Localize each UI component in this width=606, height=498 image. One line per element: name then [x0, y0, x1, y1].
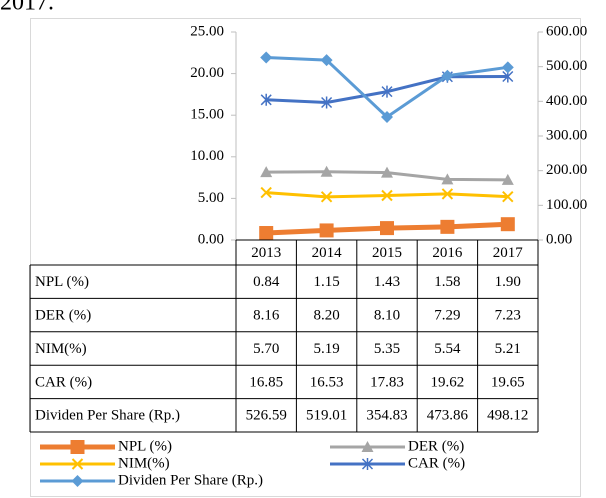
table-cell: 16.53: [310, 374, 344, 390]
legend-item: Dividen Per Share (Rp.): [40, 472, 263, 488]
y2-tick-label: 400.00: [546, 93, 587, 109]
table-cell: 526.59: [246, 408, 287, 424]
marker: [381, 85, 393, 98]
table-cell: 498.12: [487, 408, 528, 424]
marker: [381, 189, 393, 202]
marker: [361, 441, 374, 452]
marker: [381, 166, 393, 178]
marker: [321, 96, 333, 109]
table-cell: 0.84: [253, 274, 280, 290]
marker: [260, 51, 273, 64]
y2-tick-label: 100.00: [546, 197, 587, 213]
marker: [71, 458, 84, 470]
marker: [380, 221, 394, 236]
x-tick-label: 2015: [372, 245, 402, 261]
marker: [441, 173, 454, 185]
x-tick-label: 2017: [493, 245, 524, 261]
caption-fragment: 2017.: [0, 0, 54, 16]
table-cell: 473.86: [427, 408, 469, 424]
table-cell: 8.16: [253, 308, 280, 324]
table-cell: 354.83: [366, 408, 407, 424]
y2-tick-label: 600.00: [546, 23, 587, 39]
legend-label: DER (%): [408, 438, 464, 454]
legend-item: DER (%): [330, 438, 464, 454]
table-cell: 1.58: [434, 274, 460, 290]
legend-item: CAR (%): [330, 455, 465, 471]
marker: [361, 458, 374, 470]
legend-item: NIM(%): [40, 455, 170, 471]
y-tick-label: 15.00: [190, 107, 224, 123]
y2-tick-label: 0.00: [546, 231, 572, 247]
marker: [259, 226, 274, 241]
table-cell: 8.10: [374, 308, 400, 324]
marker: [501, 61, 514, 74]
marker: [320, 191, 333, 203]
marker: [260, 93, 272, 106]
table-cell: 8.20: [313, 308, 339, 324]
marker: [440, 219, 455, 234]
legend-label: CAR (%): [408, 455, 465, 471]
legend-label: Dividen Per Share (Rp.): [118, 472, 263, 488]
legend-item: NPL (%): [40, 438, 172, 454]
marker: [381, 110, 393, 123]
y2-tick-label: 300.00: [546, 127, 587, 143]
table-row-header: Dividen Per Share (Rp.): [35, 408, 180, 424]
table-cell: 1.15: [313, 274, 339, 290]
y2-tick-label: 200.00: [546, 162, 587, 178]
legend-label: NIM(%): [118, 455, 170, 471]
table-cell: 17.83: [370, 374, 404, 390]
table-row-header: DER (%): [35, 308, 91, 324]
table-row-header: CAR (%): [35, 374, 92, 390]
marker: [500, 217, 515, 232]
x-tick-label: 2013: [251, 245, 281, 261]
table-cell: 19.62: [431, 374, 465, 390]
marker: [319, 223, 334, 238]
table-cell: 1.43: [374, 274, 400, 290]
y2-tick-label: 500.00: [546, 58, 587, 74]
y-tick-label: 5.00: [198, 190, 224, 206]
table-cell: 519.01: [306, 408, 347, 424]
table-cell: 1.90: [495, 274, 521, 290]
marker: [320, 54, 333, 67]
table-cell: 7.23: [495, 308, 521, 324]
marker: [70, 440, 85, 454]
table-row-header: NIM(%): [35, 341, 87, 357]
marker: [260, 186, 272, 199]
table-cell: 5.21: [495, 341, 521, 357]
x-tick-label: 2016: [432, 245, 463, 261]
table-cell: 7.29: [434, 308, 460, 324]
y-tick-label: 20.00: [190, 65, 224, 81]
table-cell: 5.54: [434, 341, 461, 357]
legend-label: NPL (%): [118, 438, 172, 454]
table-cell: 5.19: [313, 341, 339, 357]
x-tick-label: 2014: [312, 245, 343, 261]
marker: [320, 165, 333, 177]
marker: [71, 475, 84, 487]
marker: [260, 166, 273, 178]
chart-border: [30, 18, 581, 497]
table-cell: 5.70: [253, 341, 279, 357]
y-tick-label: 10.00: [190, 148, 224, 164]
marker: [441, 69, 454, 82]
marker: [441, 188, 454, 200]
y-tick-label: 25.00: [190, 23, 224, 39]
y-tick-label: 0.00: [198, 231, 224, 247]
table-cell: 19.65: [491, 374, 525, 390]
table-row-header: NPL (%): [35, 274, 89, 290]
table-cell: 5.35: [374, 341, 400, 357]
marker: [502, 190, 514, 203]
marker: [501, 173, 514, 185]
table-cell: 16.85: [249, 374, 283, 390]
